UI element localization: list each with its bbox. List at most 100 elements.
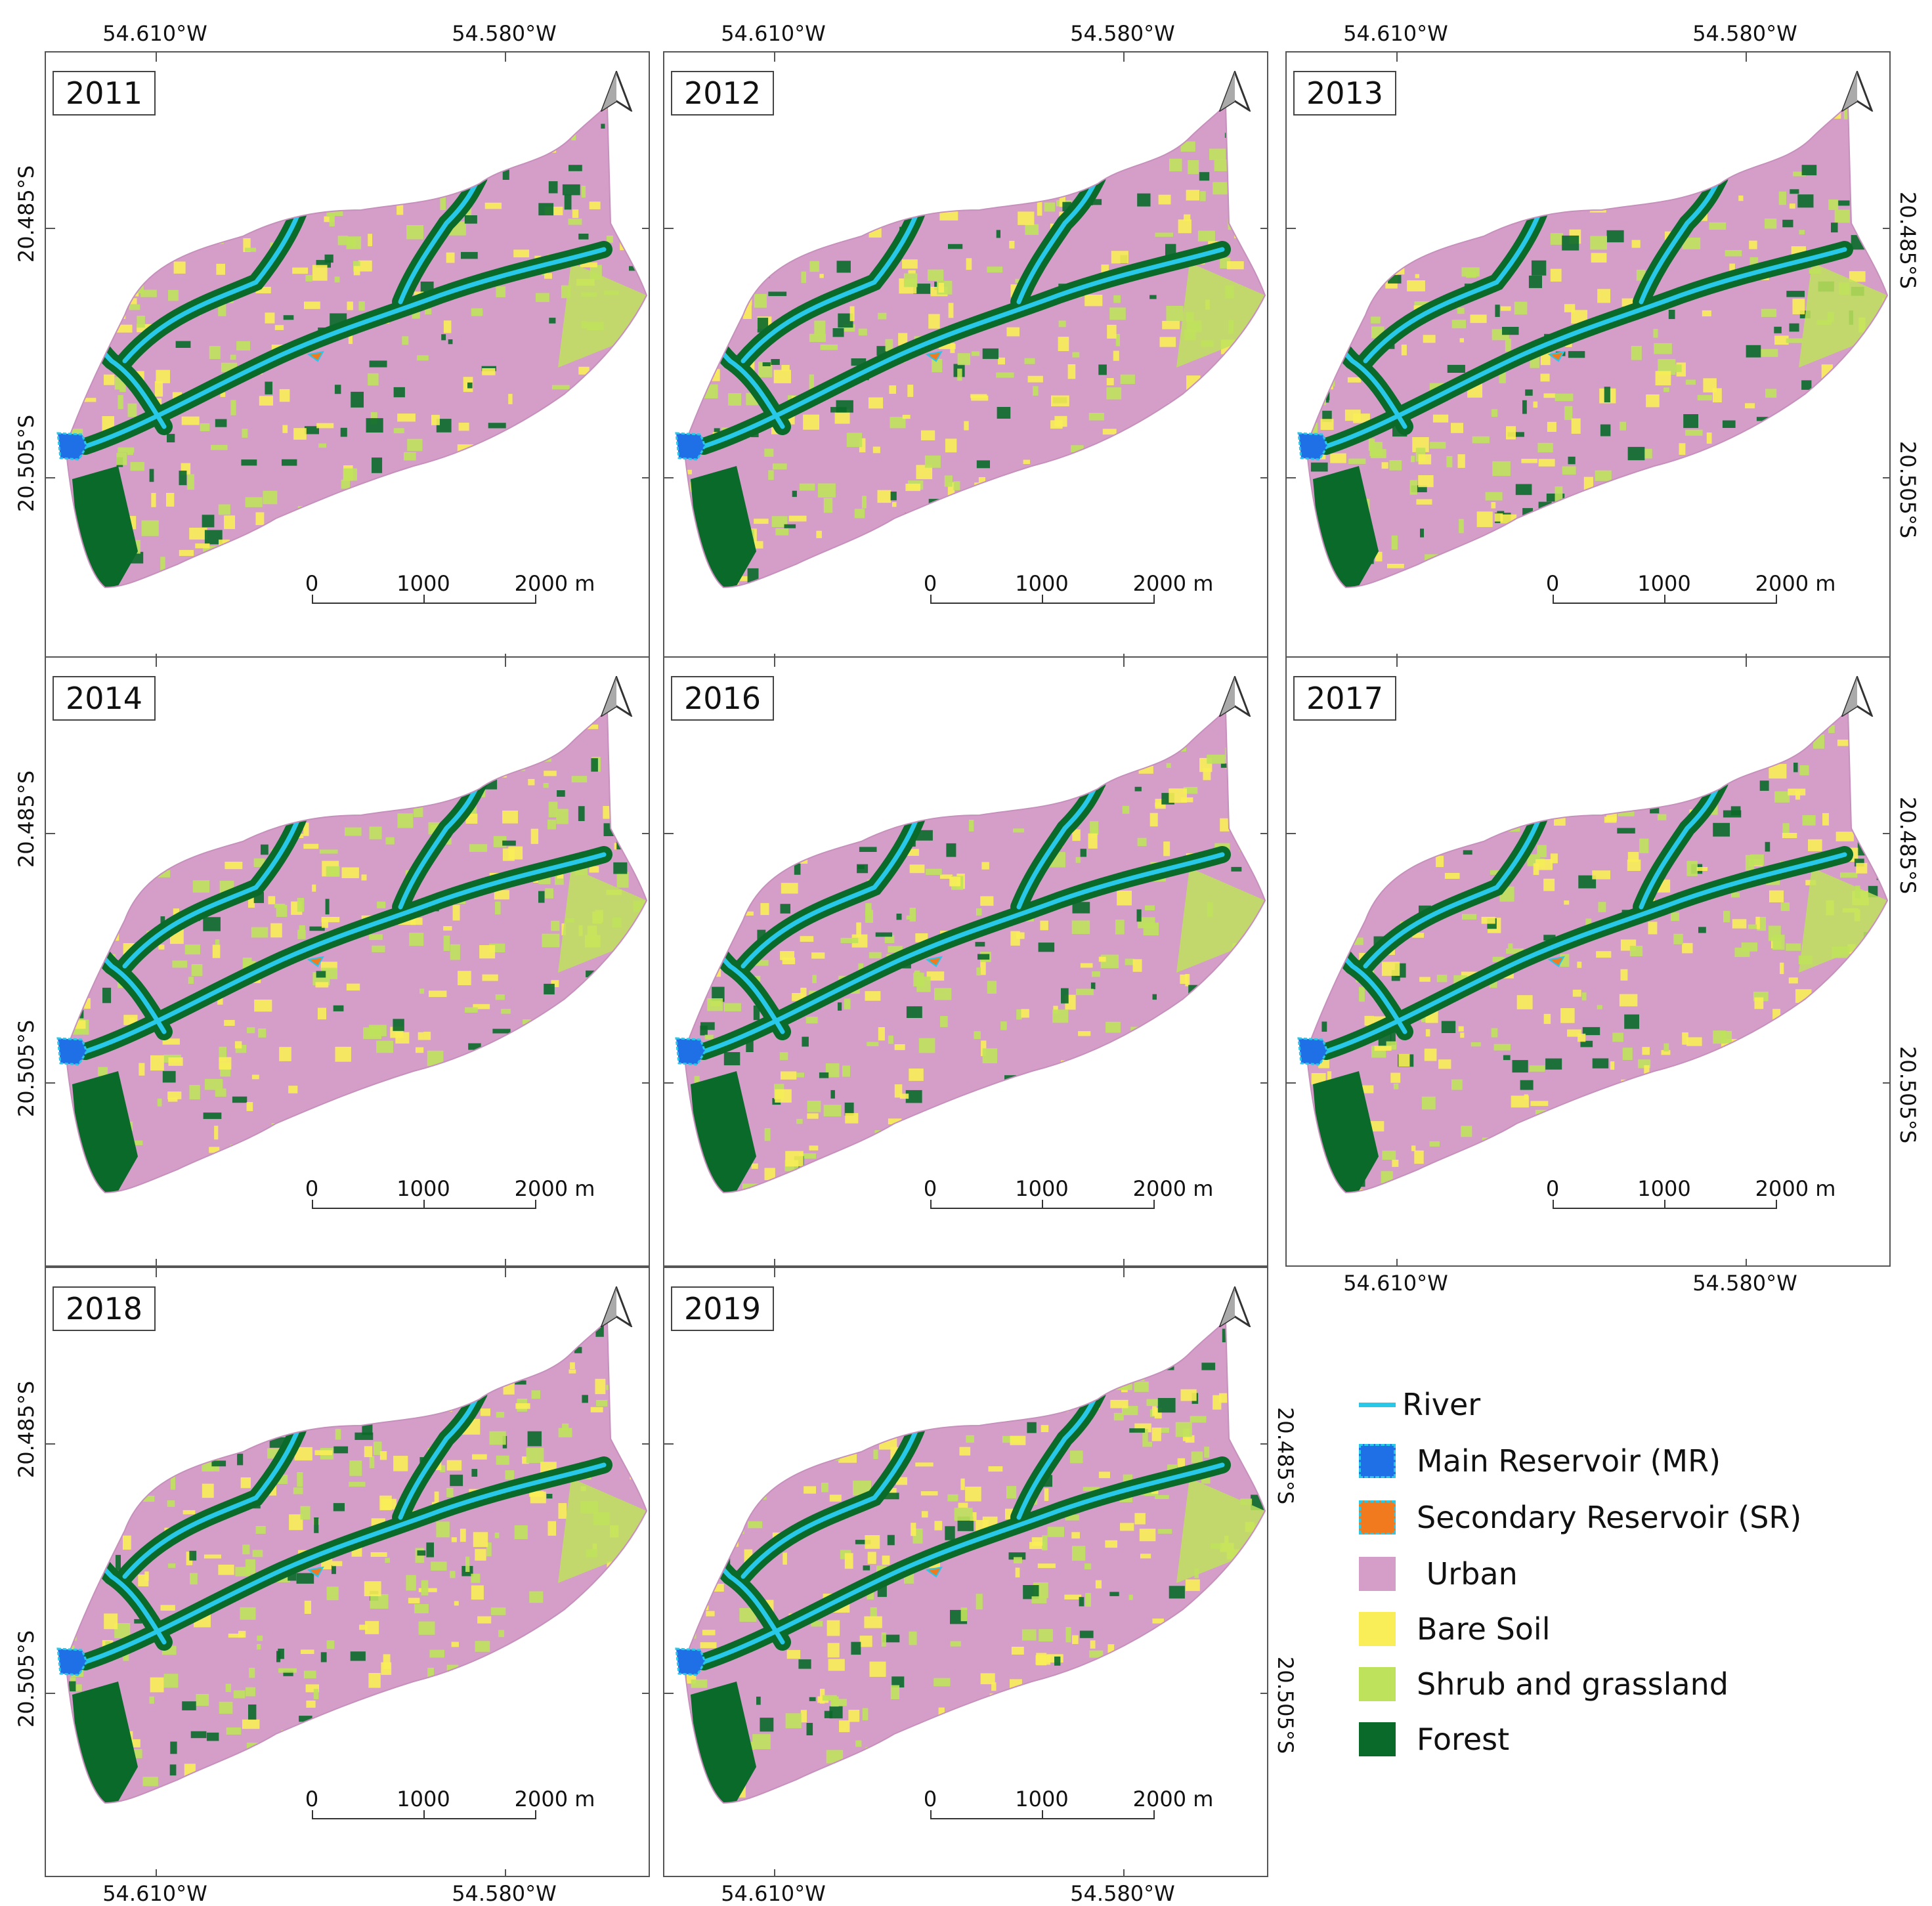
longitude-label: 54.610°W xyxy=(1343,21,1448,46)
north-arrow-icon xyxy=(1218,1284,1252,1330)
scale-tick xyxy=(1553,595,1554,604)
scale-tick xyxy=(1776,595,1777,604)
scale-line xyxy=(312,603,535,604)
scale-label: 1000 xyxy=(1015,1787,1069,1811)
scale-bar: 0 1000 2000 m xyxy=(924,1787,1213,1826)
scale-bar: 0 1000 2000 m xyxy=(924,1176,1213,1216)
scale-label: 2000 m xyxy=(1755,1176,1836,1201)
scale-line xyxy=(1553,1208,1776,1209)
north-arrow-icon xyxy=(599,1284,633,1330)
main-reservoir xyxy=(675,1037,706,1066)
scale-label: 1000 xyxy=(1015,1176,1069,1201)
secondary-reservoir xyxy=(307,350,324,362)
scale-label: 0 xyxy=(923,1176,937,1201)
scale-label: 1000 xyxy=(1637,571,1691,596)
secondary-reservoir xyxy=(307,1566,324,1578)
north-arrow-icon xyxy=(1840,674,1874,719)
main-reservoir xyxy=(675,1647,706,1676)
main-reservoir xyxy=(1297,1037,1329,1066)
longitude-label: 54.610°W xyxy=(102,21,207,46)
main-reservoir xyxy=(56,1037,88,1066)
longitude-label: 54.580°W xyxy=(452,21,557,46)
latitude-label: 20.485°S xyxy=(14,770,39,868)
latitude-label: 20.485°S xyxy=(1895,191,1920,289)
latitude-label: 20.505°S xyxy=(14,414,39,513)
scale-label: 2000 m xyxy=(1132,1787,1214,1811)
map-panel-2011: 2011 0 1000 2000 m xyxy=(45,51,650,662)
scale-tick xyxy=(535,595,536,604)
legend-item-secondary-reservoir: Secondary Reservoir (SR) xyxy=(1359,1498,1801,1537)
legend-item-shrub: Shrub and grassland xyxy=(1359,1664,1728,1704)
scale-bar: 0 1000 2000 m xyxy=(305,571,595,610)
main-reservoir xyxy=(675,432,706,461)
scale-tick xyxy=(1042,595,1043,604)
scale-tick xyxy=(423,595,425,604)
scale-label: 1000 xyxy=(397,1787,450,1811)
land-cover-map xyxy=(1287,658,1889,1265)
scale-tick xyxy=(1664,1200,1665,1209)
legend-item-urban: Urban xyxy=(1359,1554,1518,1594)
longitude-label: 54.610°W xyxy=(721,1881,826,1906)
scale-tick xyxy=(930,1200,932,1209)
scale-tick xyxy=(535,1810,536,1819)
north-arrow-icon xyxy=(599,69,633,114)
north-arrow-icon xyxy=(1840,69,1874,114)
land-cover-map xyxy=(46,1268,649,1876)
latitude-label: 20.485°S xyxy=(14,165,39,263)
map-panel-2014: 2014 0 1000 2000 m xyxy=(45,656,650,1267)
scale-bar: 0 1000 2000 m xyxy=(305,1787,595,1826)
latitude-label: 20.485°S xyxy=(1895,796,1920,895)
map-panel-2012: 2012 0 1000 2000 m xyxy=(663,51,1268,662)
year-label: 2016 xyxy=(671,676,775,721)
map-panel-2013: 2013 0 1000 2000 m xyxy=(1285,51,1891,662)
longitude-label: 54.610°W xyxy=(721,21,826,46)
latitude-label: 20.505°S xyxy=(1273,1656,1298,1754)
forest-swatch xyxy=(1359,1722,1396,1756)
scale-label: 1000 xyxy=(397,571,450,596)
year-label: 2017 xyxy=(1293,676,1397,721)
secondary-reservoir xyxy=(307,956,324,967)
latitude-label: 20.505°S xyxy=(1895,440,1920,539)
scale-tick xyxy=(312,1810,313,1819)
river-line-swatch xyxy=(1359,1402,1396,1407)
latitude-label: 20.505°S xyxy=(14,1019,39,1118)
scale-label: 2000 m xyxy=(514,1176,595,1201)
scale-bar: 0 1000 2000 m xyxy=(1546,571,1835,610)
legend-item-forest: Forest xyxy=(1359,1720,1509,1759)
scale-bar: 0 1000 2000 m xyxy=(305,1176,595,1216)
scale-tick xyxy=(930,595,932,604)
land-cover-map xyxy=(664,53,1267,660)
scale-line xyxy=(312,1208,535,1209)
longitude-label: 54.580°W xyxy=(1692,21,1797,46)
year-label: 2012 xyxy=(671,71,775,116)
scale-label: 2000 m xyxy=(1132,571,1214,596)
scale-line xyxy=(1553,603,1776,604)
legend-item-bare-soil: Bare Soil xyxy=(1359,1609,1550,1649)
scale-tick xyxy=(423,1200,425,1209)
longitude-label: 54.580°W xyxy=(452,1881,557,1906)
scale-tick xyxy=(1153,1200,1155,1209)
north-arrow-icon xyxy=(1218,674,1252,719)
scale-label: 0 xyxy=(305,1787,319,1811)
bare-soil-swatch xyxy=(1359,1612,1396,1646)
scale-label: 0 xyxy=(305,1176,319,1201)
scale-label: 0 xyxy=(1545,571,1560,596)
year-label: 2014 xyxy=(53,676,156,721)
land-cover-map xyxy=(664,1268,1267,1876)
latitude-label: 20.485°S xyxy=(1273,1407,1298,1505)
urban-swatch xyxy=(1359,1557,1396,1591)
secondary-reservoir xyxy=(1547,350,1565,362)
longitude-label: 54.580°W xyxy=(1692,1271,1797,1296)
scale-tick xyxy=(535,1200,536,1209)
scale-tick xyxy=(1664,595,1665,604)
longitude-label: 54.580°W xyxy=(1070,21,1175,46)
year-label: 2018 xyxy=(53,1286,156,1331)
scale-line xyxy=(312,1818,535,1819)
main-reservoir xyxy=(56,1647,88,1676)
year-label: 2013 xyxy=(1293,71,1397,116)
scale-label: 0 xyxy=(305,571,319,596)
legend-item-river: River xyxy=(1359,1385,1480,1424)
year-label: 2019 xyxy=(671,1286,775,1331)
secondary-reservoir xyxy=(925,350,943,362)
latitude-label: 20.505°S xyxy=(1895,1046,1920,1144)
